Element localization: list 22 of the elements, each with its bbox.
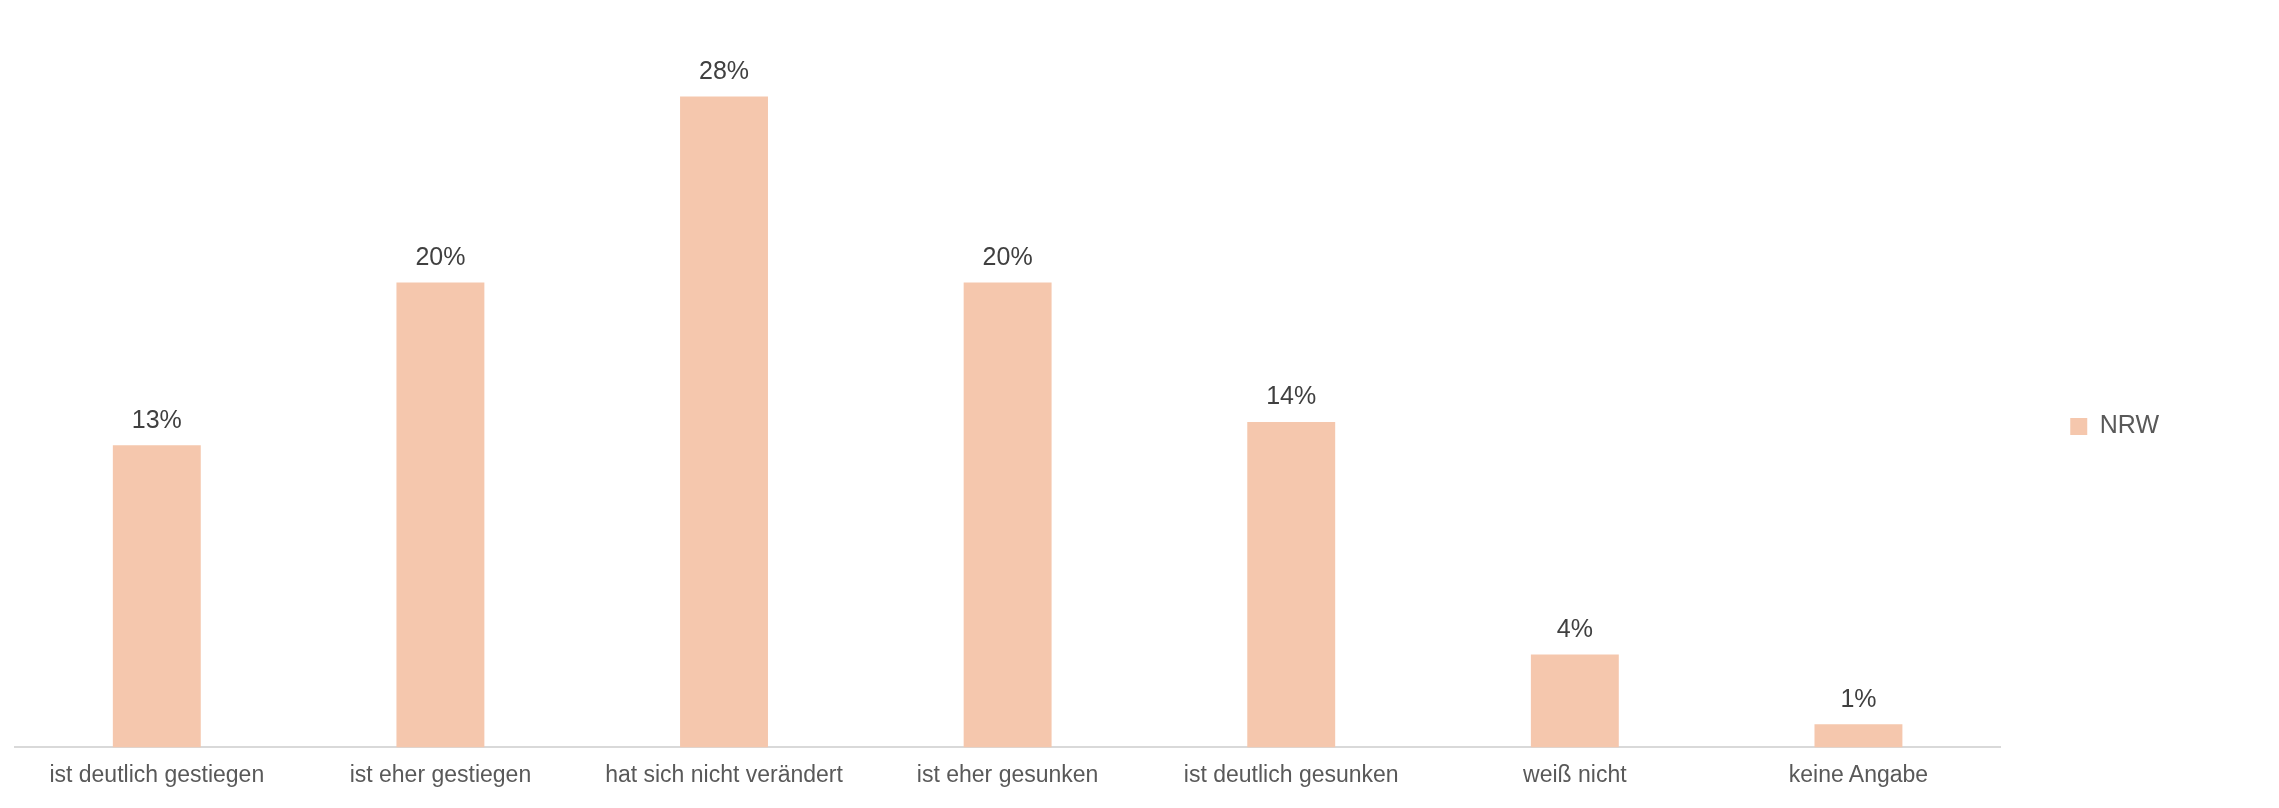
data-label: 1%	[1840, 683, 1877, 712]
x-tick-label: keine Angabe	[1788, 760, 1929, 787]
x-tick-label: ist deutlich gestiegen	[49, 760, 265, 787]
bar	[396, 282, 485, 748]
bar	[1814, 724, 1903, 748]
data-label: 13%	[131, 404, 182, 433]
data-label: 20%	[982, 241, 1033, 270]
legend-label: NRW	[2099, 410, 2160, 439]
data-label: 4%	[1556, 613, 1593, 642]
bar	[1247, 421, 1336, 748]
data-label: 20%	[415, 241, 466, 270]
bar	[112, 445, 201, 748]
x-tick-label: ist deutlich gesunken	[1183, 760, 1399, 787]
x-tick-label: ist eher gestiegen	[349, 760, 532, 787]
x-tick-label: weiß nicht	[1522, 760, 1628, 787]
bar	[1530, 654, 1619, 748]
bar	[680, 96, 768, 748]
x-tick-label: ist eher gesunken	[916, 760, 1099, 787]
data-label: 28%	[698, 55, 750, 84]
bar	[963, 282, 1052, 748]
x-tick-label: hat sich nicht verändert	[605, 760, 844, 787]
data-label: 14%	[1266, 381, 1317, 410]
